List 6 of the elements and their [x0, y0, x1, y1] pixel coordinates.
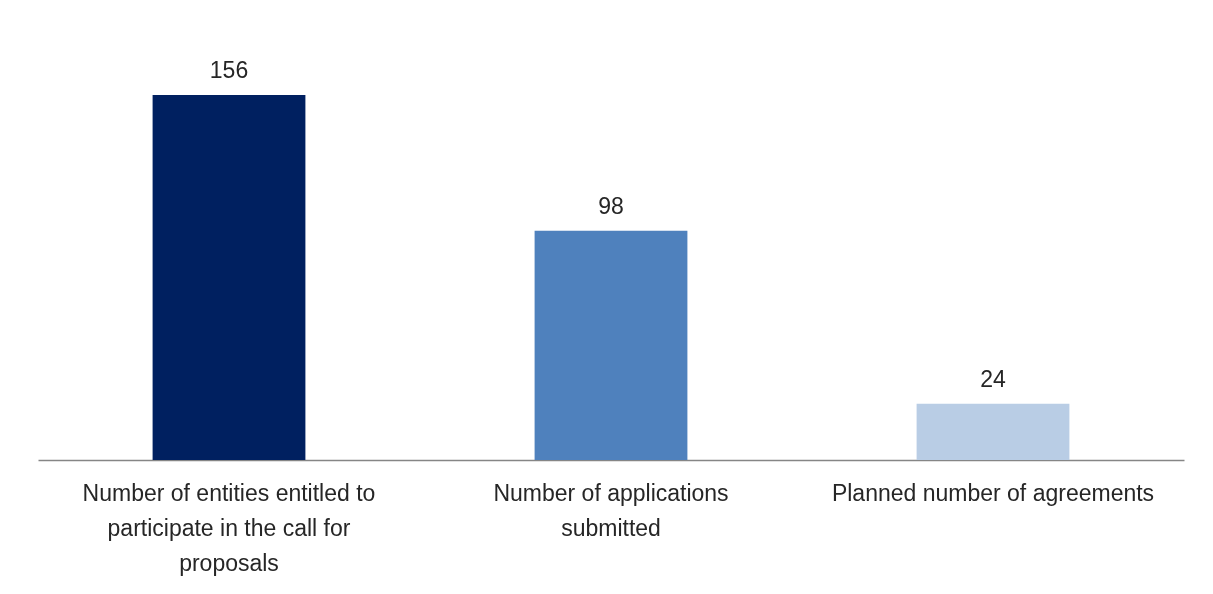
data-label: 24 [980, 365, 1006, 392]
data-label: 156 [209, 57, 249, 83]
x-tick-label: Number of entities entitled to participate in the call for proposals [82, 479, 376, 576]
x-tick-label: Number of applications submitted [493, 479, 729, 541]
data-label: 98 [598, 192, 624, 219]
x-tick-label: Planned number of agreements [831, 479, 1155, 506]
